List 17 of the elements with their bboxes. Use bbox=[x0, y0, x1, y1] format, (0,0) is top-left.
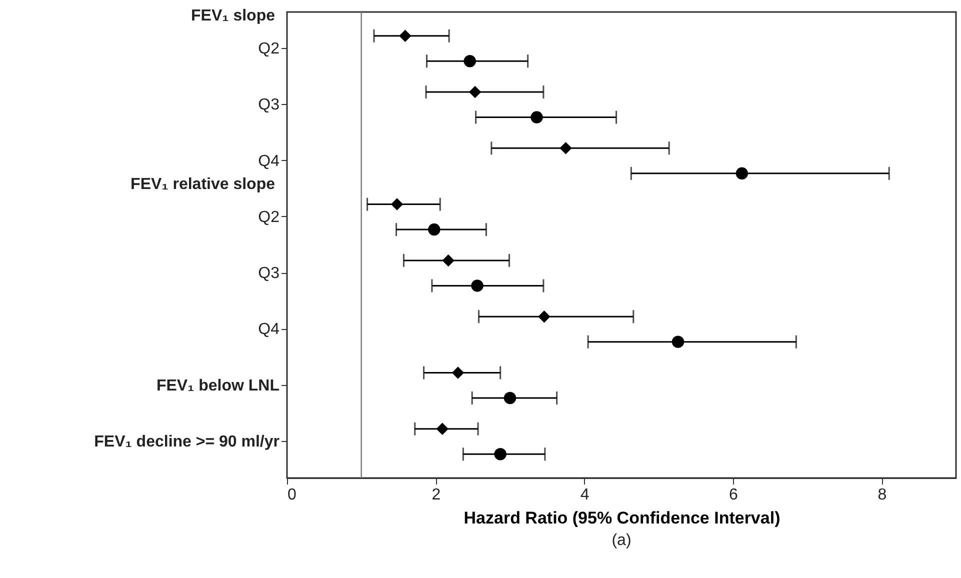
y-tick-label: Q2 bbox=[258, 208, 280, 226]
text: FEV₁ slope bbox=[191, 7, 276, 24]
y-tick-label: Q3 bbox=[258, 96, 280, 114]
y-tick-label: Q3 bbox=[258, 265, 280, 282]
y-tick-label: FEV₁ below LNL bbox=[156, 377, 280, 394]
y-tick-label: FEV₁ decline >= 90 ml/yr bbox=[94, 434, 280, 451]
x-axis-title: Hazard Ratio (95% Confidence Interval) bbox=[464, 508, 780, 528]
x-tick-label: 6 bbox=[729, 486, 738, 504]
y-tick-label: Q4 bbox=[258, 321, 280, 338]
y-tick-label: Q2 bbox=[258, 40, 280, 58]
x-tick-label: 2 bbox=[432, 486, 441, 504]
text: (a) bbox=[612, 532, 632, 549]
x-tick-label: 0 bbox=[288, 486, 296, 504]
text: FEV₁ relative slope bbox=[130, 176, 276, 193]
x-tick-label: 4 bbox=[580, 486, 590, 504]
x-tick-label: 8 bbox=[878, 486, 887, 504]
y-tick-label: Q4 bbox=[258, 152, 280, 170]
